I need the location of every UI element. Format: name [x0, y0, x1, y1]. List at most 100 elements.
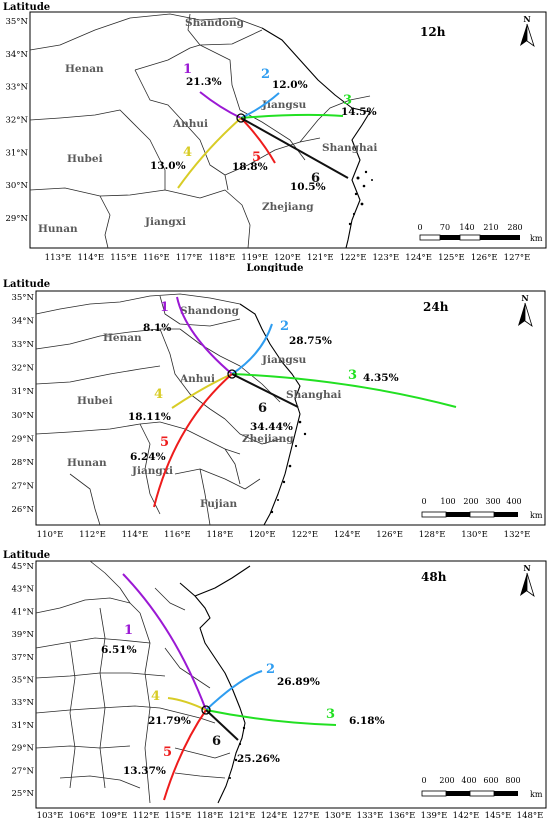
map-48h-svg: Latitude 1 6.51% 2 26.89% 3 — [3, 550, 547, 821]
north-arrow-icon — [520, 24, 527, 46]
province-label: Jiangsu — [261, 354, 307, 366]
scale-bar-tick: 300 — [485, 497, 500, 506]
route-3-line — [231, 373, 457, 408]
longitude-tick: 118°E — [209, 253, 236, 263]
route-5-id: 5 — [252, 150, 261, 165]
scale-bar-tick: 400 — [506, 497, 521, 506]
route-3-line — [205, 709, 337, 726]
route-6-id: 6 — [258, 401, 267, 416]
longitude-tick: 126°E — [471, 253, 498, 263]
route-1-id: 1 — [124, 623, 133, 638]
route-6-percent: 34.44% — [250, 421, 293, 433]
longitude-tick: 126°E — [376, 530, 403, 540]
latitude-tick: 37°N — [11, 653, 34, 663]
north-arrow-label: N — [521, 293, 528, 303]
coastline — [239, 303, 301, 526]
route-1-percent: 6.51% — [101, 644, 137, 656]
latitude-tick: 29°N — [5, 214, 28, 224]
latitude-tick: 35°N — [5, 17, 28, 27]
province-label: Fujian — [200, 498, 237, 510]
longitude-tick: 148°E — [517, 811, 544, 821]
route-2-line — [205, 670, 263, 711]
latitude-axis: 35°N 34°N 33°N 32°N 31°N 30°N 29°N — [5, 17, 28, 224]
route-6-percent: 25.26% — [237, 753, 280, 765]
route-1-line — [122, 573, 207, 711]
province-label: Shandong — [180, 305, 240, 317]
north-arrow-label: N — [523, 14, 530, 24]
route-6-line — [240, 117, 349, 179]
route-6-line — [231, 373, 299, 408]
latitude-axis-label: Latitude — [3, 550, 50, 561]
route-5-percent: 13.37% — [123, 765, 166, 777]
route-2-id: 2 — [280, 319, 289, 334]
coastal-islands — [348, 170, 373, 226]
longitude-tick: 142°E — [453, 811, 480, 821]
province-label: Jiangxi — [144, 216, 186, 228]
route-3-percent: 4.35% — [363, 372, 399, 384]
route-4-line — [177, 117, 242, 189]
route-1-id: 1 — [183, 62, 192, 77]
latitude-tick: 27°N — [11, 481, 34, 491]
latitude-axis-label: Latitude — [3, 2, 50, 13]
route-6-percent: 10.5% — [290, 181, 326, 193]
route-5-id: 5 — [163, 745, 172, 760]
longitude-tick: 103°E — [37, 811, 64, 821]
province-label: Jiangsu — [261, 99, 307, 111]
longitude-tick: 130°E — [325, 811, 352, 821]
province-label: Hubei — [67, 153, 103, 165]
map-frame — [35, 290, 546, 526]
scale-bar-tick: 0 — [421, 776, 426, 785]
north-arrow-icon — [520, 573, 527, 596]
scale-bar-tick: 600 — [483, 776, 498, 785]
latitude-tick: 31°N — [5, 148, 28, 158]
north-arrow: N — [520, 563, 535, 598]
longitude-tick: 118°E — [197, 811, 224, 821]
north-arrow: N — [518, 293, 533, 328]
route-2-percent: 28.75% — [289, 335, 332, 347]
north-arrow-label: N — [523, 563, 530, 573]
province-label: Zhejiang — [242, 433, 294, 445]
scale-bar-tick: 400 — [461, 776, 476, 785]
longitude-tick: 145°E — [485, 811, 512, 821]
route-4-id: 4 — [151, 689, 160, 704]
route-3-percent: 14.5% — [341, 106, 377, 118]
route-4-percent: 13.0% — [150, 160, 186, 172]
route-1-line — [176, 296, 233, 375]
map-panel-24h: Latitude Shandong Henan Jiangsu Anhui Sh… — [0, 274, 550, 548]
scale-bar-tick: 140 — [459, 223, 474, 232]
scale-bar: 0 70 140 210 280 km — [417, 223, 542, 243]
route-1-percent: 21.3% — [186, 76, 222, 88]
map-frame — [35, 560, 547, 809]
latitude-axis-label: Latitude — [3, 279, 50, 290]
route-labels: 1 6.51% 2 26.89% 3 6.18% 4 21.79% 5 13.3… — [101, 623, 385, 777]
map-frame — [29, 11, 547, 249]
map-panel-12h: Latitude Shandong Henan Jiangsu Anhui Sh… — [0, 0, 550, 274]
route-1-id: 1 — [160, 300, 169, 315]
scale-bar-unit: km — [530, 790, 543, 799]
scale-bar-tick: 210 — [483, 223, 498, 232]
route-3-id: 3 — [348, 368, 357, 383]
province-labels: Shandong Henan Jiangsu Anhui Shanghai Hu… — [38, 17, 377, 235]
longitude-tick: 127°E — [504, 253, 531, 263]
province-labels: Shandong Henan Jiangsu Anhui Shanghai Hu… — [67, 305, 341, 510]
latitude-tick: 29°N — [11, 434, 34, 444]
scale-bar-tick: 0 — [421, 497, 426, 506]
route-4-id: 4 — [183, 145, 192, 160]
longitude-tick: 112°E — [133, 811, 160, 821]
origin-marker — [236, 113, 246, 123]
longitude-tick: 117°E — [176, 253, 203, 263]
scale-bar-tick: 100 — [440, 497, 455, 506]
longitude-tick: 110°E — [37, 530, 64, 540]
route-5-line — [163, 709, 207, 801]
province-borders — [29, 13, 371, 249]
origin-marker — [201, 705, 211, 715]
latitude-tick: 33°N — [5, 83, 28, 93]
longitude-tick: 124°E — [261, 811, 288, 821]
longitude-tick: 121°E — [229, 811, 256, 821]
latitude-tick: 25°N — [11, 789, 34, 799]
province-label: Anhui — [179, 373, 215, 385]
longitude-tick: 119°E — [241, 253, 268, 263]
map-24h-svg: Latitude Shandong Henan Jiangsu Anhui Sh… — [3, 279, 546, 540]
latitude-tick: 32°N — [11, 364, 34, 374]
province-label: Shanghai — [322, 142, 377, 154]
